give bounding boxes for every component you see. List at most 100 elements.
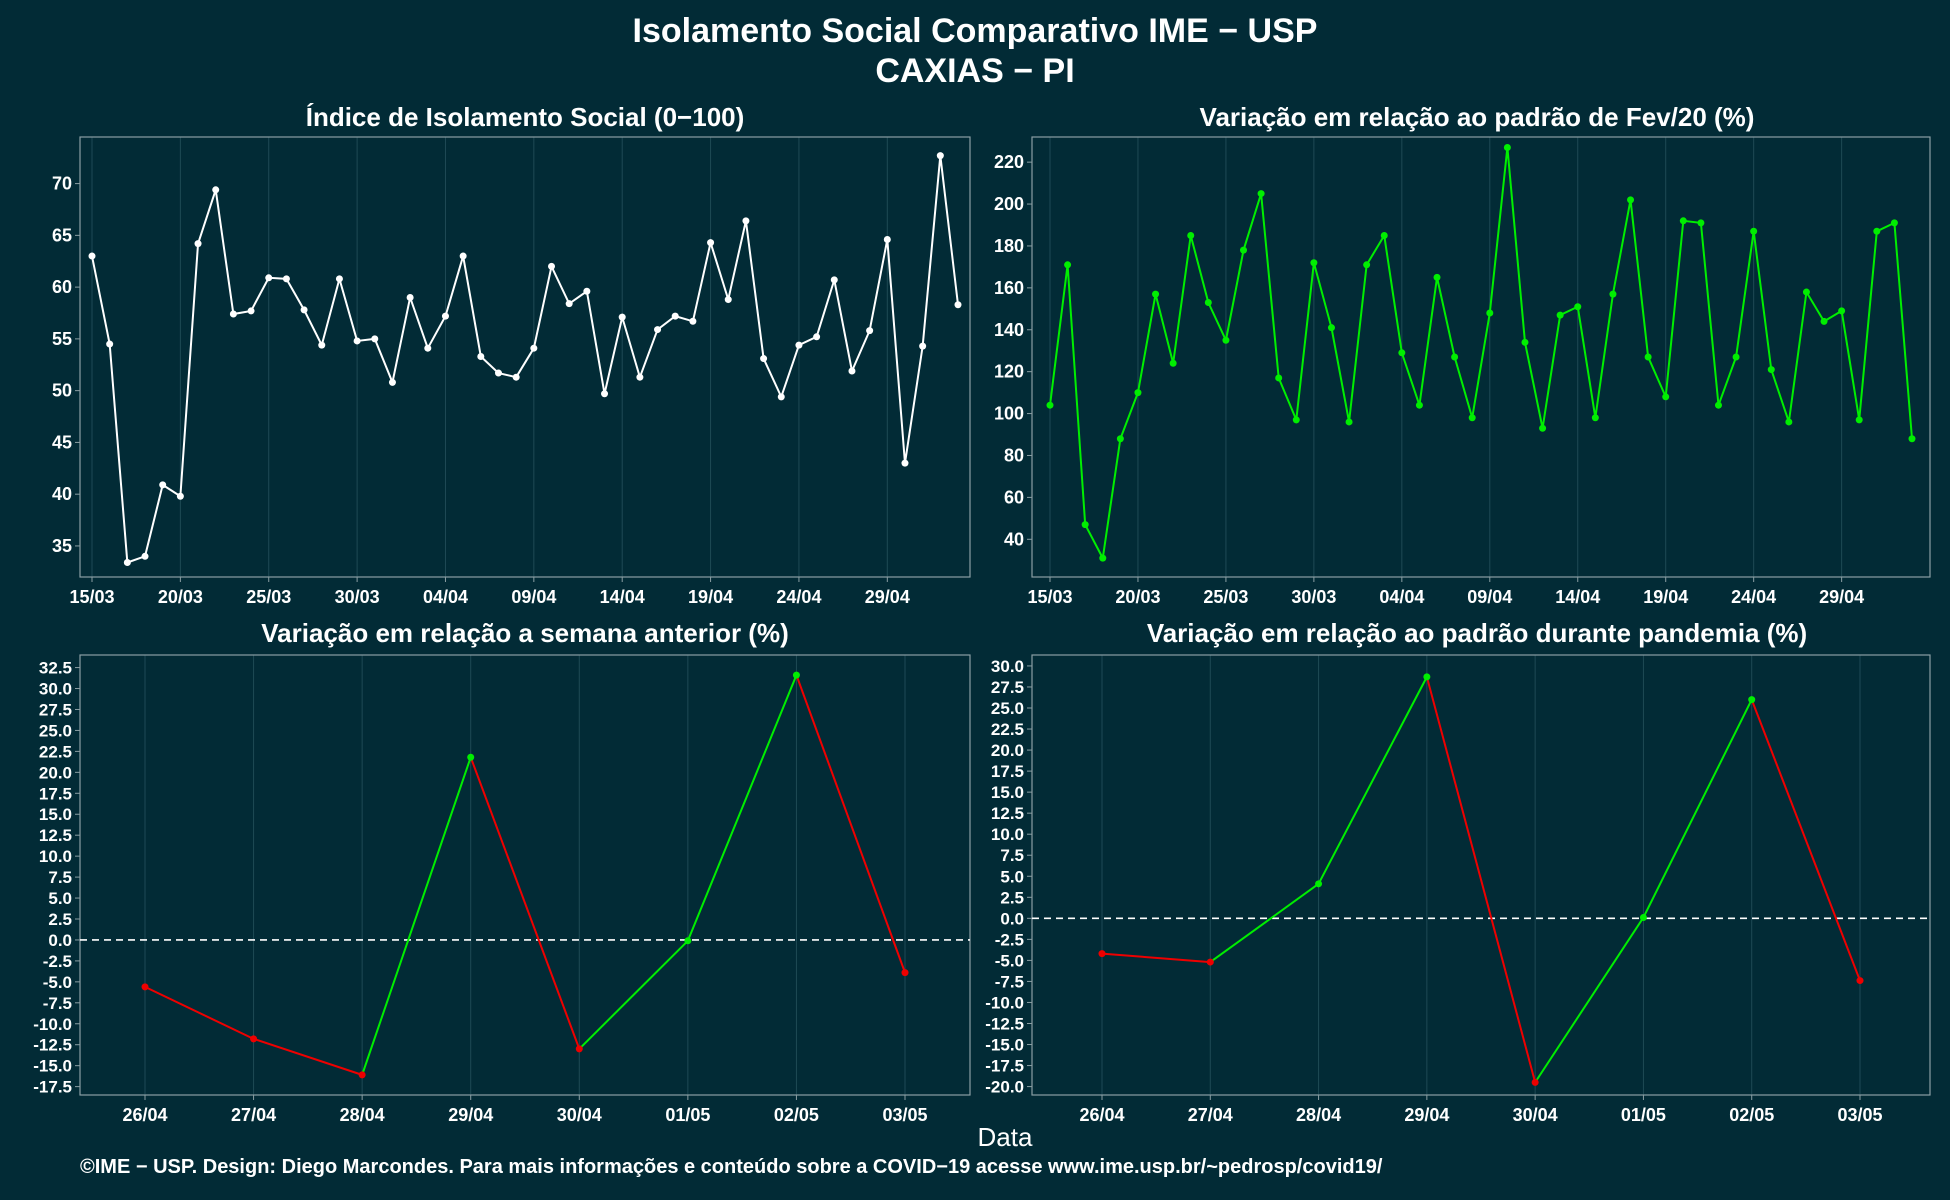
series-segment (1425, 676, 1537, 1083)
data-point (1908, 435, 1916, 443)
data-point (1890, 219, 1898, 227)
y-tick-label: 7.5 (1000, 846, 1024, 865)
data-point (441, 312, 449, 320)
x-tick-label: 26/04 (122, 1105, 167, 1125)
x-tick-label: 28/04 (1296, 1105, 1341, 1125)
data-point (159, 481, 167, 489)
data-point (1275, 374, 1283, 382)
y-tick-label: -7.5 (995, 972, 1024, 991)
data-point (618, 313, 626, 321)
data-point (1531, 1078, 1539, 1086)
y-tick-label: -12.5 (33, 1036, 72, 1055)
data-point (1433, 273, 1441, 281)
data-point (353, 337, 361, 345)
data-point (1345, 418, 1353, 426)
y-tick-label: 60 (1004, 487, 1024, 507)
data-point (724, 296, 732, 304)
x-tick-label: 04/04 (1379, 587, 1424, 607)
x-axis-label: Data (977, 1122, 1033, 1152)
panel-frame (79, 654, 971, 1096)
y-tick-label: 17.5 (39, 784, 72, 803)
data-point (1838, 307, 1846, 315)
data-point (1644, 353, 1652, 361)
data-point (512, 373, 520, 381)
x-tick-label: 19/04 (1643, 587, 1688, 607)
data-point (707, 239, 715, 247)
y-tick-label: 17.5 (991, 762, 1024, 781)
y-tick-label: 7.5 (48, 868, 72, 887)
y-tick-label: 25.0 (39, 721, 72, 740)
data-point (901, 459, 909, 467)
y-tick-label: 22.5 (39, 742, 72, 761)
data-point (1802, 288, 1810, 296)
y-tick-label: 80 (1004, 445, 1024, 465)
x-tick-label: 09/04 (511, 587, 556, 607)
data-point (1748, 696, 1756, 704)
y-tick-label: 20.0 (39, 763, 72, 782)
y-tick-label: -2.5 (995, 930, 1024, 949)
data-point (106, 340, 114, 348)
data-point (1856, 977, 1864, 985)
series-segment (361, 756, 472, 1076)
data-point (1574, 303, 1582, 311)
data-point (212, 186, 220, 194)
x-tick-label: 03/05 (1837, 1105, 1882, 1125)
y-tick-label: -12.5 (985, 1014, 1024, 1033)
series-segment (1317, 676, 1428, 885)
data-point (318, 341, 326, 349)
data-point (1627, 196, 1635, 204)
data-point (141, 983, 149, 991)
data-point (1415, 401, 1423, 409)
data-point (250, 1035, 258, 1043)
series-segment (686, 674, 798, 942)
panel-frame (79, 136, 971, 578)
data-point (848, 367, 856, 375)
panel-title-variation-week: Variação em relação a semana anterior (%… (261, 618, 789, 648)
y-tick-label: 20.0 (991, 741, 1024, 760)
data-point (654, 326, 662, 334)
data-point (1714, 401, 1722, 409)
y-tick-label: 45 (52, 432, 72, 452)
series-segment (144, 985, 255, 1040)
y-tick-label: -17.5 (985, 1057, 1024, 1076)
y-tick-label: 100 (994, 404, 1024, 424)
data-point (1732, 353, 1740, 361)
data-point (1315, 880, 1323, 888)
x-tick-label: 03/05 (882, 1105, 927, 1125)
data-point (1363, 261, 1371, 269)
data-point (954, 301, 962, 309)
series-segment (578, 940, 689, 1050)
panel-variation-pandemic: -20.0 -17.5 -15.0 -12.5 -10.0 -7.5 -5.0 -2.5 0.0… (985, 654, 1931, 1125)
data-point (1468, 414, 1476, 422)
data-point (1820, 317, 1828, 325)
data-point (371, 335, 379, 343)
x-tick-label: 02/05 (1729, 1105, 1774, 1125)
y-tick-label: 5.0 (1000, 867, 1024, 886)
x-tick-label: 01/05 (1621, 1105, 1666, 1125)
y-tick-label: 30.0 (39, 680, 72, 699)
data-point (1609, 290, 1617, 298)
data-point (1503, 143, 1511, 151)
data-point (194, 240, 202, 248)
data-point (467, 753, 475, 761)
y-tick-label: -20.0 (985, 1078, 1024, 1097)
x-tick-label: 29/04 (1404, 1105, 1449, 1125)
data-point (575, 1045, 583, 1053)
data-point (583, 287, 591, 295)
x-tick-label: 29/04 (448, 1105, 493, 1125)
data-point (813, 333, 821, 341)
data-point (1556, 311, 1564, 319)
y-tick-label: 10.0 (39, 847, 72, 866)
y-tick-label: 140 (994, 320, 1024, 340)
x-tick-label: 29/04 (865, 587, 910, 607)
x-tick-label: 30/04 (1513, 1105, 1558, 1125)
data-point (88, 252, 96, 260)
panel-frame (1031, 136, 1931, 578)
series-line (1049, 147, 1913, 562)
data-point (388, 378, 396, 386)
y-tick-label: 160 (994, 278, 1024, 298)
y-tick-label: 12.5 (39, 826, 72, 845)
data-point (1750, 227, 1758, 235)
data-point (1451, 353, 1459, 361)
panel-variation-week: -17.5 -15.0 -12.5 -10.0 -7.5 -5.0 -2.5 0.0 2.5 5.… (33, 654, 971, 1125)
